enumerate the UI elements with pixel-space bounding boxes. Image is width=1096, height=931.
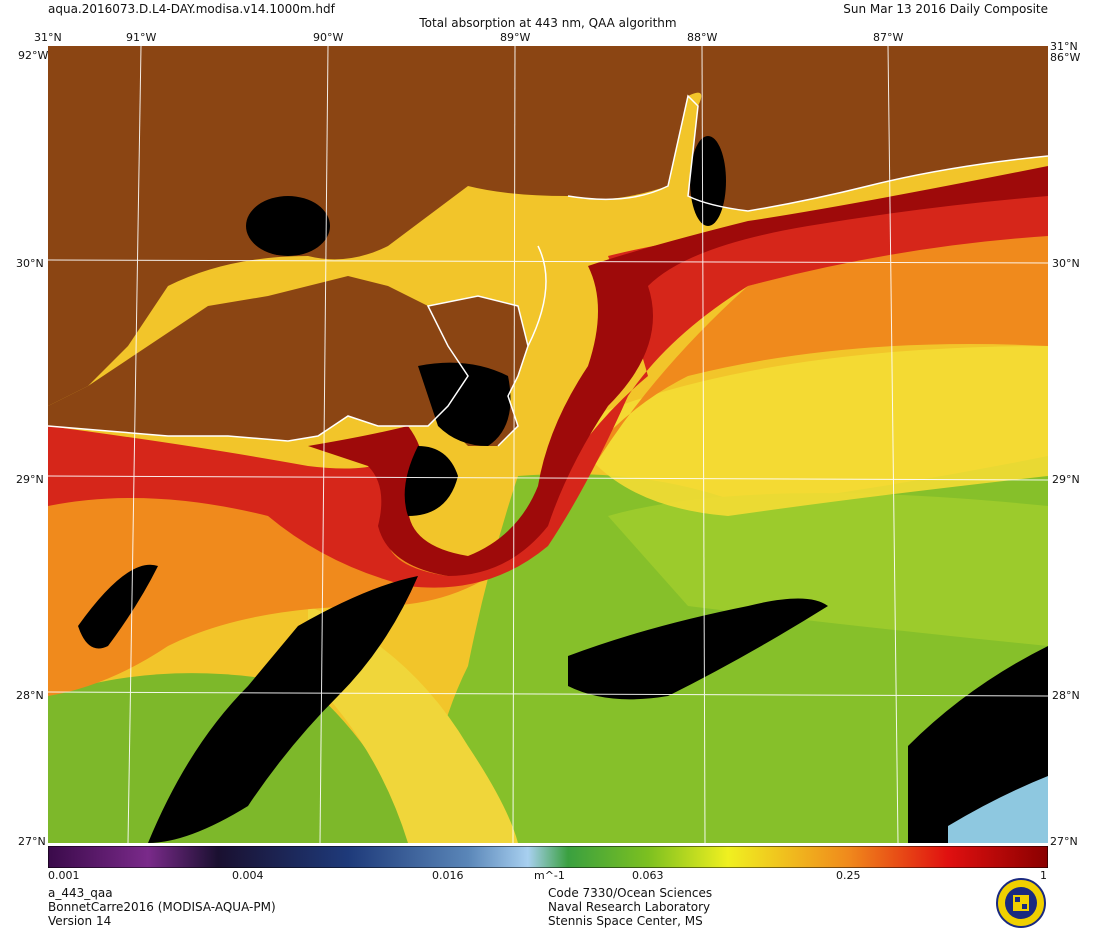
map-title: Total absorption at 443 nm, QAA algorith… xyxy=(419,16,677,30)
file-name: aqua.2016073.D.L4-DAY.modisa.v14.1000m.h… xyxy=(48,2,335,16)
parallel-line xyxy=(48,691,1048,697)
no-data-patch xyxy=(404,446,458,516)
colorbar-tick: 0.25 xyxy=(836,869,861,882)
corner-label-lon-left: 92°W xyxy=(18,49,49,62)
product-version: Version 14 xyxy=(48,914,112,928)
corner-label-lon-right: 86°W xyxy=(1050,51,1081,64)
meridian-line xyxy=(319,46,329,843)
parallel-line xyxy=(48,259,1048,264)
color-scale-bar xyxy=(48,846,1048,868)
absorption-map xyxy=(48,46,1048,843)
product-name: a_443_qaa xyxy=(48,886,113,900)
lon-label: 87°W xyxy=(873,31,904,44)
lat-label: 29°N xyxy=(16,473,44,486)
meridian-line xyxy=(127,46,142,843)
org-code: Code 7330/Ocean Sciences xyxy=(548,886,713,900)
lon-label: 91°W xyxy=(126,31,157,44)
lat-label: 28°N xyxy=(1052,689,1080,702)
meridian-line xyxy=(512,46,516,843)
color-ramp xyxy=(48,846,1048,868)
land-mass xyxy=(48,46,1048,406)
green-offshore-water xyxy=(608,493,1048,646)
coastline xyxy=(48,94,1048,447)
land-delta xyxy=(48,276,468,441)
no-data-patch xyxy=(568,598,828,700)
lon-label: 88°W xyxy=(687,31,718,44)
no-data-patch xyxy=(418,362,511,446)
clear-water-patch xyxy=(948,776,1048,843)
colorbar-tick: 0.004 xyxy=(232,869,264,882)
product-source: BonnetCarre2016 (MODISA-AQUA-PM) xyxy=(48,900,276,914)
colorbar-tick: 1 xyxy=(1040,869,1047,882)
lat-label: 30°N xyxy=(1052,257,1080,270)
composite-date: Sun Mar 13 2016 Daily Composite xyxy=(843,2,1048,16)
product-info: a_443_qaa BonnetCarre2016 (MODISA-AQUA-P… xyxy=(48,886,276,928)
lat-label: 29°N xyxy=(1052,473,1080,486)
mobile-bay xyxy=(690,136,726,226)
meridian-line xyxy=(701,46,706,843)
corner-label-lat-top-right: 31°N xyxy=(1050,40,1078,53)
yellow-shelf-water xyxy=(568,346,1048,516)
corner-label-lat-bottom-right: 27°N xyxy=(1050,835,1078,848)
dark-red-nearshore-water xyxy=(308,166,1048,576)
colorbar-tick: 0.016 xyxy=(432,869,464,882)
meridian-line xyxy=(887,46,899,843)
org-place: Stennis Space Center, MS xyxy=(548,914,703,928)
colorbar-tick: 0.063 xyxy=(632,869,664,882)
colorbar-unit: m^-1 xyxy=(534,869,565,882)
corner-label-lat-top: 31°N xyxy=(34,31,62,44)
chandeleur-islands xyxy=(527,245,547,347)
graticule xyxy=(48,46,1048,843)
org-name: Naval Research Laboratory xyxy=(548,900,711,914)
nrl-seal-icon xyxy=(996,878,1046,928)
red-turbid-water xyxy=(48,186,1048,588)
colorbar-tick: 0.001 xyxy=(48,869,80,882)
lon-label: 90°W xyxy=(313,31,344,44)
lat-label: 30°N xyxy=(16,257,44,270)
organization-info: Code 7330/Ocean Sciences Naval Research … xyxy=(548,886,712,928)
lon-label: 89°W xyxy=(500,31,531,44)
orange-coastal-water xyxy=(48,226,1048,696)
lake-pontchartrain xyxy=(246,196,330,256)
lat-label: 28°N xyxy=(16,689,44,702)
corner-label-lat-bottom: 27°N xyxy=(18,835,46,848)
no-data-patch xyxy=(78,564,158,649)
no-data-patch xyxy=(148,576,418,843)
parallel-line xyxy=(48,475,1048,481)
